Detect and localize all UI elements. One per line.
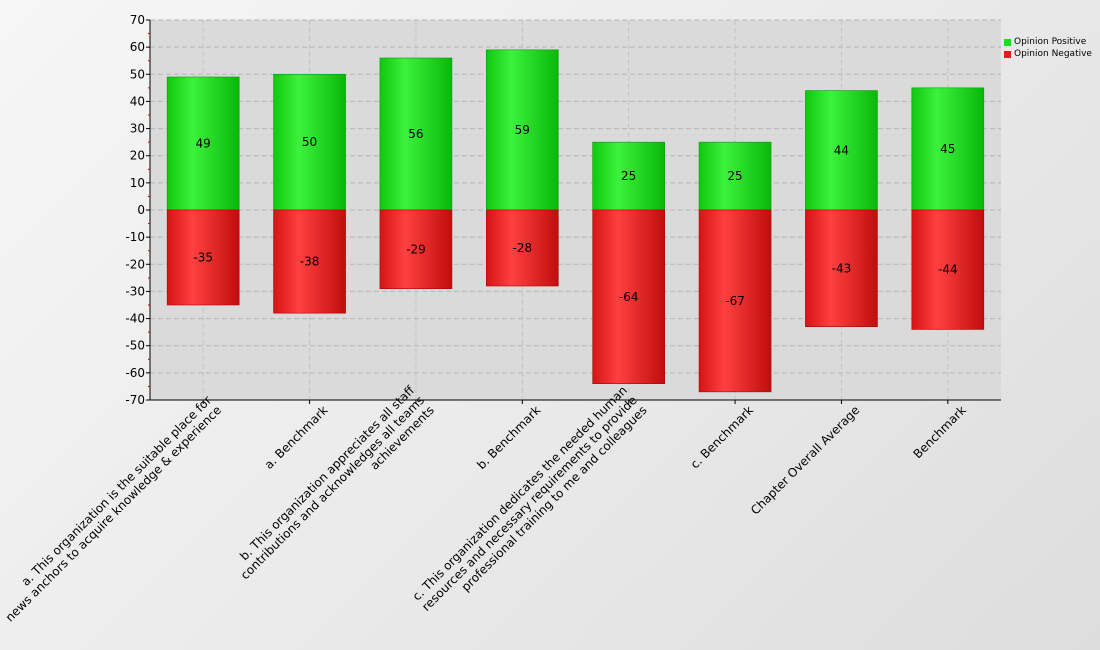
y-tick-label: 60 <box>130 40 145 54</box>
data-label-negative: -64 <box>619 290 639 304</box>
x-category-label: Benchmark <box>911 403 969 461</box>
bar-negative <box>698 209 772 393</box>
x-category-label-line: contributions and acknowledges all teams <box>238 393 427 582</box>
bar-negative <box>805 209 878 328</box>
x-category-label: Chapter Overall Average <box>748 403 862 517</box>
data-label-positive: 59 <box>515 123 530 137</box>
bar-positive <box>805 90 878 211</box>
y-tick-label: -20 <box>125 257 145 271</box>
data-label-negative: -44 <box>938 263 958 277</box>
x-category-label: a. Benchmark <box>262 403 331 472</box>
x-category-label-line: Chapter Overall Average <box>748 403 862 517</box>
data-label-negative: -29 <box>406 242 426 256</box>
y-tick-label: -10 <box>125 230 145 244</box>
data-label-negative: -28 <box>513 241 533 255</box>
bar-positive <box>698 141 772 211</box>
x-category-label: b. This organization appreciates all sta… <box>237 383 437 583</box>
data-label-positive: 25 <box>621 169 636 183</box>
bar-negative <box>273 209 346 314</box>
legend-swatch-positive <box>1004 38 1011 46</box>
x-category-label: c. Benchmark <box>688 403 756 471</box>
legend-label-negative: Opinion Negative <box>1014 49 1092 59</box>
x-category-label-line: a. This organization is the suitable pla… <box>19 393 215 589</box>
bar-positive <box>486 49 559 211</box>
y-tick-label: 10 <box>130 176 145 190</box>
bar-positive <box>911 87 985 211</box>
y-tick-label: -60 <box>125 366 145 380</box>
y-tick-label: 0 <box>137 203 145 217</box>
y-tick-label: 40 <box>130 94 145 108</box>
y-tick-label: 20 <box>130 149 145 163</box>
bar-negative <box>379 209 453 290</box>
data-label-negative: -43 <box>832 261 852 275</box>
x-category-label-line: news anchors to acquire knowledge & expe… <box>3 403 224 624</box>
x-category-label-line: c. Benchmark <box>688 403 756 471</box>
bar-negative <box>166 209 240 306</box>
legend: Opinion Positive Opinion Negative <box>1004 36 1092 60</box>
legend-swatch-negative <box>1004 50 1011 58</box>
data-label-negative: -35 <box>193 251 213 265</box>
data-label-positive: 49 <box>196 137 211 151</box>
data-label-positive: 44 <box>834 143 849 157</box>
x-category-label-line: Benchmark <box>911 403 969 461</box>
x-category-label-line: professional training to me and colleagu… <box>459 403 650 594</box>
bars <box>166 49 985 393</box>
x-category-label: b. Benchmark <box>474 403 543 472</box>
x-category-label-line: b. Benchmark <box>474 403 543 472</box>
bar-negative <box>911 209 985 330</box>
data-label-negative: -38 <box>300 255 320 269</box>
y-tick-label: -30 <box>125 284 145 298</box>
data-label-negative: -67 <box>725 294 745 308</box>
bar-positive <box>592 141 665 211</box>
bar-positive <box>379 57 453 211</box>
legend-label-positive: Opinion Positive <box>1014 37 1087 47</box>
y-tick-label: -70 <box>125 393 145 407</box>
data-label-positive: 56 <box>408 127 423 141</box>
x-category-label: a. This organization is the suitable pla… <box>3 393 224 624</box>
y-tick-label: 50 <box>130 67 145 81</box>
y-tick-label: 70 <box>130 13 145 27</box>
y-tick-label: -50 <box>125 339 145 353</box>
y-tick-label: -40 <box>125 312 145 326</box>
legend-item-positive: Opinion Positive <box>1004 36 1092 48</box>
data-label-positive: 45 <box>940 142 955 156</box>
grid-lines <box>150 19 1001 400</box>
bar-positive <box>273 73 346 211</box>
bar-negative <box>486 209 559 287</box>
data-label-positive: 25 <box>727 169 742 183</box>
bar-negative <box>592 209 665 385</box>
y-tick-label: 30 <box>130 122 145 136</box>
data-label-positive: 50 <box>302 135 317 149</box>
legend-item-negative: Opinion Negative <box>1004 48 1092 60</box>
x-category-label-line: a. Benchmark <box>262 403 331 472</box>
axes <box>146 19 1001 404</box>
bar-positive <box>166 76 240 211</box>
